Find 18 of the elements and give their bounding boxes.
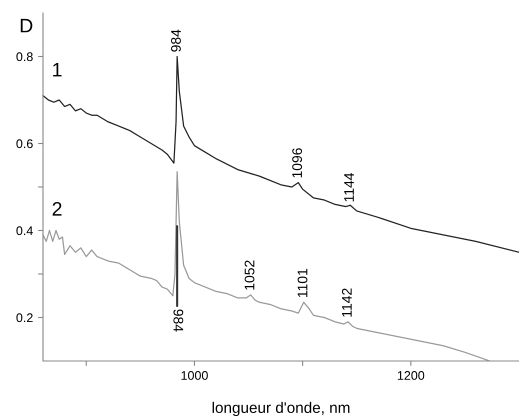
y-tick-label: 0.4: [16, 226, 33, 236]
annotation: 1101: [298, 268, 308, 298]
annotation: 1052: [244, 260, 254, 290]
y-axis-title: D: [20, 18, 32, 32]
y-tick-label: 0.8: [16, 52, 33, 62]
y-tick-label: 0.6: [16, 139, 33, 148]
y-tick-label: 0.2: [16, 313, 33, 322]
x-tick-label: 1200: [398, 371, 424, 380]
annotation: 1142: [342, 288, 352, 317]
annotation: 1096: [292, 148, 302, 178]
annotation: 984: [173, 309, 184, 332]
series-label: 2: [52, 202, 62, 216]
annotation: 1144: [344, 172, 354, 202]
x-axis-title: longueur d'onde, nm: [212, 402, 350, 416]
annotation: 984: [171, 30, 181, 52]
series-label: 1: [53, 63, 62, 76]
line-series: [42, 56, 519, 253]
x-tick-label: 1000: [182, 371, 208, 380]
